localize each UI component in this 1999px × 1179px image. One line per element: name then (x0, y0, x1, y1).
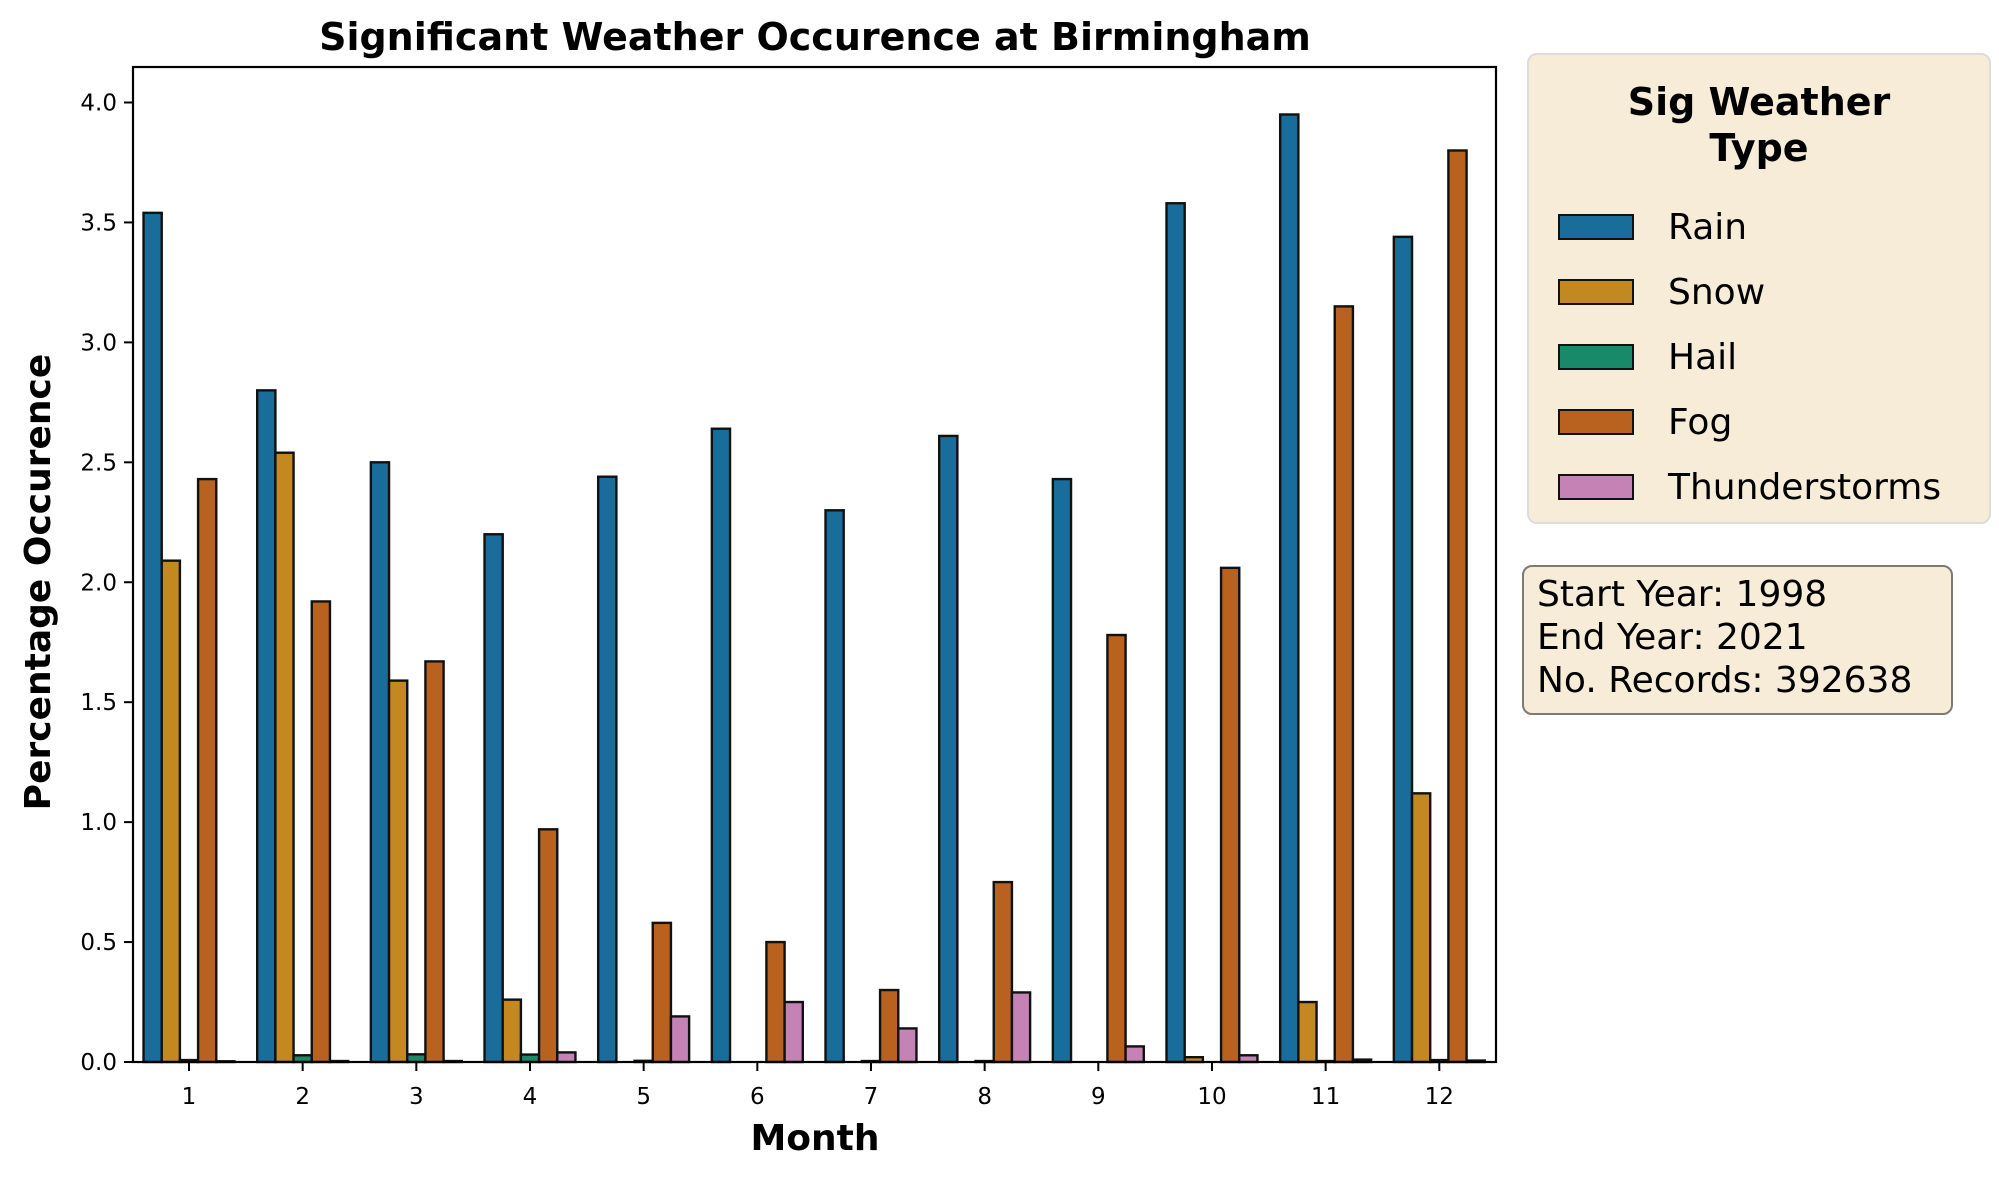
legend-item-thunderstorms: Thunderstorms (1558, 466, 1942, 508)
plot-frame (131, 65, 1498, 1064)
bar-snow-month-12 (1410, 792, 1432, 1064)
bar-fog-month-8 (992, 880, 1014, 1064)
record-count-text: No. Records: 392638 (1537, 660, 1913, 701)
info-annotation-box: Start Year: 1998 End Year: 2021 No. Reco… (1522, 565, 1953, 715)
bar-rain-month-11 (1278, 113, 1300, 1064)
legend-title-line-1: Sig Weather (1627, 80, 1891, 124)
bar-snow-month-2 (274, 451, 295, 1064)
bar-fog-month-9 (1106, 633, 1127, 1064)
bar-fog-month-12 (1447, 149, 1468, 1064)
y-tick-label: 1.0 (80, 810, 117, 836)
legend-title-line-2: Type (1709, 126, 1809, 170)
bar-fog-month-2 (310, 600, 332, 1064)
x-tick-label: 3 (409, 1084, 424, 1110)
bar-rain-month-7 (824, 509, 845, 1064)
bar-snow-month-11 (1297, 1000, 1318, 1064)
x-tick-label: 5 (636, 1084, 651, 1110)
bar-rain-month-3 (369, 461, 391, 1064)
bar-fog-month-11 (1333, 305, 1355, 1064)
bar-fog-month-4 (537, 828, 559, 1064)
x-tick-label: 10 (1197, 1084, 1226, 1110)
x-tick-label: 8 (977, 1084, 992, 1110)
legend-label-hail: Hail (1668, 336, 1738, 378)
bar-snow-month-1 (160, 559, 182, 1064)
bar-fog-month-7 (878, 988, 900, 1064)
legend-swatch-hail (1558, 344, 1634, 370)
bar-thunderstorms-month-8 (1010, 991, 1032, 1064)
x-tick-label: 12 (1425, 1084, 1454, 1110)
bar-rain-month-5 (596, 475, 618, 1064)
plot-area (133, 67, 1496, 1062)
bar-fog-month-10 (1219, 566, 1241, 1064)
legend-label-snow: Snow (1668, 271, 1766, 313)
y-axis-label: Percentage Occurence (18, 354, 59, 811)
bar-rain-month-4 (483, 533, 504, 1064)
legend-label-rain: Rain (1668, 206, 1748, 248)
x-tick-label: 4 (523, 1084, 538, 1110)
legend-item-hail: Hail (1558, 336, 1738, 378)
y-tick-label: 4.0 (80, 91, 117, 117)
legend-swatch-rain (1558, 214, 1634, 240)
x-tick-label: 11 (1311, 1084, 1340, 1110)
bar-fog-month-1 (196, 477, 218, 1064)
plot-background (133, 67, 1496, 1062)
bar-thunderstorms-month-9 (1124, 1045, 1145, 1064)
x-tick-label: 1 (182, 1084, 197, 1110)
y-tick-label: 3.0 (80, 330, 117, 356)
bar-snow-month-4 (501, 998, 523, 1064)
y-tick-label: 2.5 (80, 450, 117, 476)
legend-label-thunderstorms: Thunderstorms (1668, 466, 1942, 508)
bar-rain-month-2 (256, 389, 277, 1064)
x-axis-label: Month (750, 1118, 879, 1159)
x-tick-label: 6 (750, 1084, 765, 1110)
y-tick-label: 0.0 (80, 1050, 117, 1076)
bar-fog-month-5 (651, 921, 673, 1064)
legend-item-snow: Snow (1558, 271, 1766, 313)
legend-swatch-fog (1558, 409, 1634, 435)
bar-fog-month-3 (424, 660, 445, 1064)
start-year-text: Start Year: 1998 (1537, 574, 1828, 615)
legend: Sig Weather Type Rain Snow Hail Fog Thun… (1527, 53, 1991, 524)
bar-rain-month-9 (1051, 477, 1073, 1064)
bar-rain-month-6 (710, 427, 732, 1064)
bar-thunderstorms-month-7 (897, 1027, 918, 1064)
x-tick-label: 7 (864, 1084, 879, 1110)
bar-thunderstorms-month-4 (556, 1051, 577, 1064)
bar-rain-month-8 (937, 434, 959, 1064)
bar-snow-month-3 (387, 679, 409, 1064)
bar-rain-month-1 (142, 211, 163, 1064)
x-axis: 1 2 3 4 5 6 7 8 9 10 11 12 (182, 1062, 1454, 1110)
legend-swatch-thunderstorms (1558, 474, 1634, 500)
bar-fog-month-6 (765, 940, 786, 1064)
chart-title: Significant Weather Occurence at Birming… (319, 15, 1311, 59)
legend-swatch-snow (1558, 279, 1634, 305)
x-tick-label: 2 (295, 1084, 310, 1110)
y-tick-label: 0.5 (80, 930, 117, 956)
bar-rain-month-10 (1165, 202, 1186, 1064)
bar-hail-month-3 (406, 1053, 427, 1064)
legend-item-rain: Rain (1558, 206, 1748, 248)
bar-hail-month-4 (519, 1053, 541, 1064)
y-tick-label: 1.5 (80, 690, 117, 716)
y-tick-label: 3.5 (80, 210, 117, 236)
y-axis: 0.0 0.5 1.0 1.5 2.0 2.5 3.0 3.5 4.0 (80, 91, 133, 1076)
bar-thunderstorms-month-6 (783, 1000, 804, 1064)
end-year-text: End Year: 2021 (1537, 617, 1808, 658)
x-tick-label: 9 (1091, 1084, 1106, 1110)
legend-title: Sig Weather Type (1529, 79, 1989, 171)
bar-rain-month-12 (1392, 235, 1414, 1064)
y-tick-label: 2.0 (80, 570, 117, 596)
bar-thunderstorms-month-5 (669, 1015, 691, 1064)
legend-item-fog: Fog (1558, 401, 1733, 443)
legend-label-fog: Fog (1668, 401, 1733, 443)
